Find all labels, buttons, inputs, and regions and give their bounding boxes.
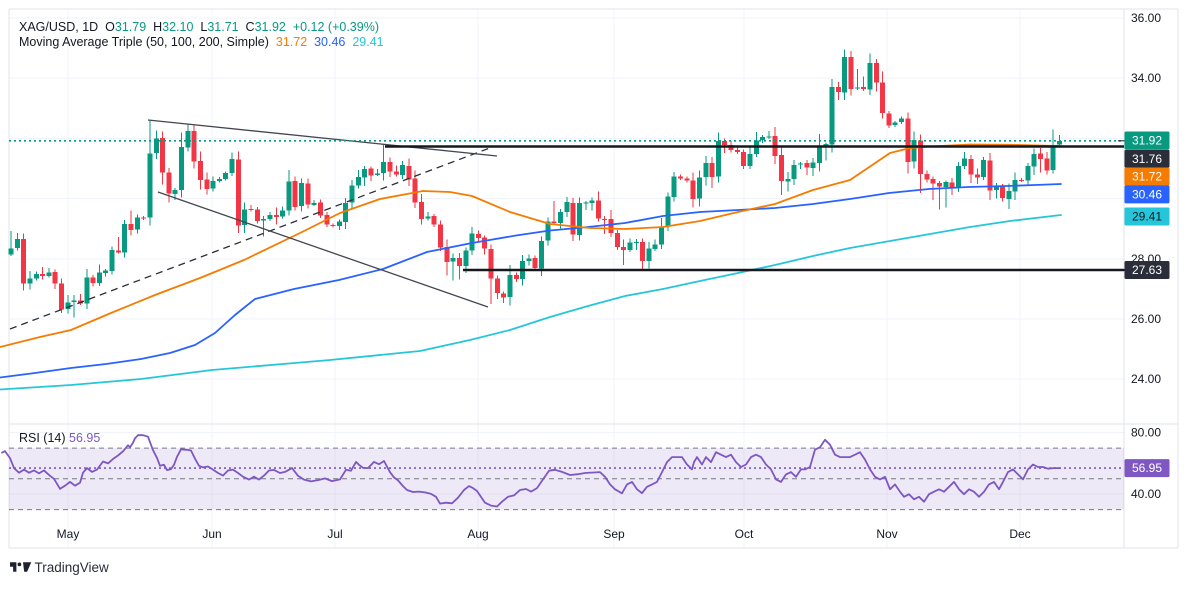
svg-text:80.00: 80.00 (1131, 426, 1161, 440)
svg-text:XAG/USD, 1D O31.79 H32.10 L: XAG/USD, 1D O31.79 H32.10 L31.71 C31.92 … (19, 20, 379, 34)
svg-text:Aug: Aug (467, 527, 488, 541)
svg-text:31.76: 31.76 (1132, 152, 1162, 166)
svg-text:Jun: Jun (202, 527, 221, 541)
svg-text:Jul: Jul (327, 527, 342, 541)
svg-text:31.72: 31.72 (1132, 170, 1162, 184)
svg-text:56.95: 56.95 (1132, 461, 1162, 475)
svg-text:May: May (57, 527, 80, 541)
svg-text:Nov: Nov (876, 527, 897, 541)
svg-text:Oct: Oct (735, 527, 754, 541)
svg-text:Dec: Dec (1009, 527, 1030, 541)
svg-text:26.00: 26.00 (1131, 312, 1161, 326)
svg-text:29.41: 29.41 (1132, 210, 1162, 224)
svg-text:34.00: 34.00 (1131, 71, 1161, 85)
svg-text:40.00: 40.00 (1131, 487, 1161, 501)
svg-text:30.46: 30.46 (1132, 187, 1162, 201)
svg-text:27.63: 27.63 (1132, 263, 1162, 277)
svg-text:24.00: 24.00 (1131, 372, 1161, 386)
svg-text:Moving Average Triple (50, 100: Moving Average Triple (50, 100, 200, Sim… (19, 35, 384, 49)
svg-text:36.00: 36.00 (1131, 11, 1161, 25)
svg-text:RSI (14) 56.95: RSI (14) 56.95 (19, 431, 100, 445)
svg-text:TradingView: TradingView (35, 560, 110, 575)
svg-text:31.92: 31.92 (1132, 134, 1162, 148)
svg-text:Sep: Sep (603, 527, 625, 541)
